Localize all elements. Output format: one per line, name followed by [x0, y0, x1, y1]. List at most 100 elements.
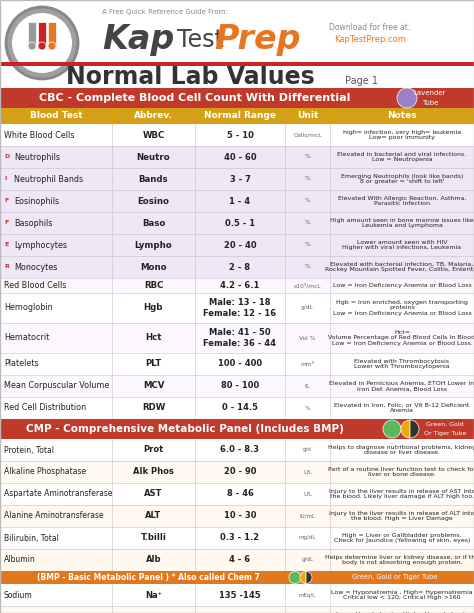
- Bar: [0, 505, 474, 527]
- Bar: [0, 606, 474, 613]
- Bar: [0, 0, 474, 90]
- Text: Bands: Bands: [139, 175, 168, 183]
- Bar: [0, 293, 474, 323]
- Text: Injury to the liver results in release of AST into
the blood. Likely liver damag: Injury to the liver results in release o…: [329, 489, 474, 500]
- Text: Abbrev.: Abbrev.: [134, 112, 173, 121]
- Text: ALT: ALT: [146, 511, 162, 520]
- Text: KapTestPrep.com: KapTestPrep.com: [334, 36, 406, 45]
- Circle shape: [12, 13, 72, 73]
- Text: %: %: [305, 264, 310, 270]
- Text: Page 1: Page 1: [345, 76, 378, 86]
- Bar: [0, 397, 474, 419]
- Text: High amount seen in bone marrow issues like
Leukemia and Lymphoma: High amount seen in bone marrow issues l…: [330, 218, 474, 229]
- Text: Kap: Kap: [102, 23, 174, 56]
- Text: 0.5 - 1: 0.5 - 1: [225, 218, 255, 227]
- Bar: [38, 22, 46, 46]
- Text: Low = Hyponatremia , High= Hypernatremia
Critical low < 120; Critical High >160: Low = Hyponatremia , High= Hypernatremia…: [331, 590, 473, 600]
- Text: 80 - 100: 80 - 100: [221, 381, 259, 390]
- Text: Helps determine liver or kidney disease, or if the
body is not absorbing enough : Helps determine liver or kidney disease,…: [325, 555, 474, 565]
- Bar: [0, 375, 474, 397]
- Text: x10⁹/mcL: x10⁹/mcL: [294, 283, 321, 288]
- Text: Hgb = Iron enriched, oxygen transporting
proteins
Low = Iron Deficiency Anemia o: Hgb = Iron enriched, oxygen transporting…: [333, 300, 471, 316]
- Text: Low= Hypokalemia , High= Hyperkalemia
Critical low < 2.6; Critical High >6.1: Low= Hypokalemia , High= Hyperkalemia Cr…: [336, 612, 468, 613]
- Bar: [48, 22, 56, 46]
- Bar: [28, 22, 36, 46]
- Text: IU/mL: IU/mL: [300, 514, 316, 519]
- Text: 20 - 90: 20 - 90: [224, 468, 256, 476]
- Text: g/dL: g/dL: [301, 557, 313, 563]
- Text: Green, Gold: Green, Gold: [426, 422, 464, 427]
- Bar: [0, 146, 474, 168]
- Text: Neutro: Neutro: [137, 153, 170, 161]
- Text: RDW: RDW: [142, 403, 165, 413]
- Text: Hct=
Volume Percentage of Red Blood Cells In Blood
Low = Iron Deficiency Anemia : Hct= Volume Percentage of Red Blood Cell…: [328, 330, 474, 346]
- Bar: [0, 353, 474, 375]
- Text: %: %: [305, 177, 310, 181]
- Text: Red Cell Distribution: Red Cell Distribution: [4, 403, 86, 413]
- Bar: [0, 168, 474, 190]
- Text: Cells/mcL: Cells/mcL: [293, 132, 322, 137]
- Bar: [0, 212, 474, 234]
- Text: Neutrophils: Neutrophils: [14, 153, 60, 161]
- Text: Neutrophil Bands: Neutrophil Bands: [14, 175, 83, 183]
- Text: %: %: [305, 154, 310, 159]
- Text: fL: fL: [305, 384, 310, 389]
- Text: Vol %: Vol %: [299, 335, 316, 340]
- Text: Elevated with Thrombocytosis
Lower with Thrombocytopenia: Elevated with Thrombocytosis Lower with …: [354, 359, 450, 370]
- Text: 1 - 4: 1 - 4: [229, 197, 251, 205]
- Text: Elevated in Iron, Folic, or Vit B-12 Deficient
Anemia: Elevated in Iron, Folic, or Vit B-12 Def…: [334, 403, 470, 413]
- Text: Platelets: Platelets: [4, 359, 38, 368]
- Text: 8 - 46: 8 - 46: [227, 490, 254, 498]
- Text: Elevated in Pernicious Anemia, ETOH Lower in
Iron Def. Anemia, Blood Loss: Elevated in Pernicious Anemia, ETOH Lowe…: [329, 381, 474, 391]
- Circle shape: [383, 420, 401, 438]
- Text: %: %: [305, 406, 310, 411]
- Text: Red Blood Cells: Red Blood Cells: [4, 281, 66, 290]
- Bar: [0, 461, 474, 483]
- Text: 0.3 - 1.2: 0.3 - 1.2: [220, 533, 260, 543]
- Text: 4.2 - 6.1: 4.2 - 6.1: [220, 281, 260, 290]
- Text: MCV: MCV: [143, 381, 164, 390]
- Text: 6.0 - 8.3: 6.0 - 8.3: [220, 446, 259, 454]
- Text: Alkaline Phosphatase: Alkaline Phosphatase: [4, 468, 86, 476]
- Wedge shape: [401, 420, 410, 438]
- Text: F: F: [4, 199, 8, 204]
- Text: Or Tiger Tube: Or Tiger Tube: [424, 432, 466, 436]
- Text: Eosinophils: Eosinophils: [14, 197, 59, 205]
- Text: Sodium: Sodium: [4, 590, 33, 600]
- Text: %: %: [305, 199, 310, 204]
- Bar: [0, 124, 474, 146]
- Text: mEq/L: mEq/L: [299, 593, 316, 598]
- Text: Basophils: Basophils: [14, 218, 52, 227]
- Text: Elevated With Allergic Reaction, Asthma,
Parasitic Infection: Elevated With Allergic Reaction, Asthma,…: [338, 196, 466, 207]
- Text: high= infection, very high= leukemia
Low= poor immunity: high= infection, very high= leukemia Low…: [343, 129, 461, 140]
- Text: 135 -145: 135 -145: [219, 590, 261, 600]
- Wedge shape: [300, 571, 306, 584]
- Text: Emerging Neutrophils (look like bands)
8 or greater = 'shift to left': Emerging Neutrophils (look like bands) 8…: [341, 173, 463, 185]
- Bar: [0, 419, 474, 439]
- Text: Test: Test: [176, 28, 223, 52]
- Text: Lavender: Lavender: [414, 90, 446, 96]
- Text: Bilirubin, Total: Bilirubin, Total: [4, 533, 59, 543]
- Text: 5 - 10: 5 - 10: [227, 131, 254, 140]
- Text: I: I: [4, 177, 6, 181]
- Text: A Free Quick Reference Guide From:: A Free Quick Reference Guide From:: [102, 9, 228, 15]
- Text: Injury to the liver results in release of ALT into
the blood. High = Liver Damag: Injury to the liver results in release o…: [329, 511, 474, 522]
- Text: U/L: U/L: [303, 470, 312, 474]
- Text: Eosino: Eosino: [137, 197, 170, 205]
- Text: CBC - Complete Blood Cell Count With Differential: CBC - Complete Blood Cell Count With Dif…: [39, 93, 351, 103]
- Bar: [0, 571, 474, 584]
- Text: Unit: Unit: [297, 112, 318, 121]
- Text: WBC: WBC: [142, 131, 164, 140]
- Circle shape: [38, 42, 46, 50]
- Text: D: D: [4, 154, 9, 159]
- Text: Lympho: Lympho: [135, 240, 173, 249]
- Text: Hematocrit: Hematocrit: [4, 333, 49, 343]
- Text: Green, Gold or Tiger Tube: Green, Gold or Tiger Tube: [352, 574, 438, 581]
- Text: Alk Phos: Alk Phos: [133, 468, 174, 476]
- Text: R: R: [4, 264, 9, 270]
- Text: (BMP - Basic Metabolic Panel ) * Also called Chem 7: (BMP - Basic Metabolic Panel ) * Also ca…: [36, 573, 259, 582]
- Text: Alanine Aminotransferase: Alanine Aminotransferase: [4, 511, 104, 520]
- Text: Blood Test: Blood Test: [30, 112, 82, 121]
- Text: Tube: Tube: [422, 100, 438, 106]
- Bar: [0, 278, 474, 293]
